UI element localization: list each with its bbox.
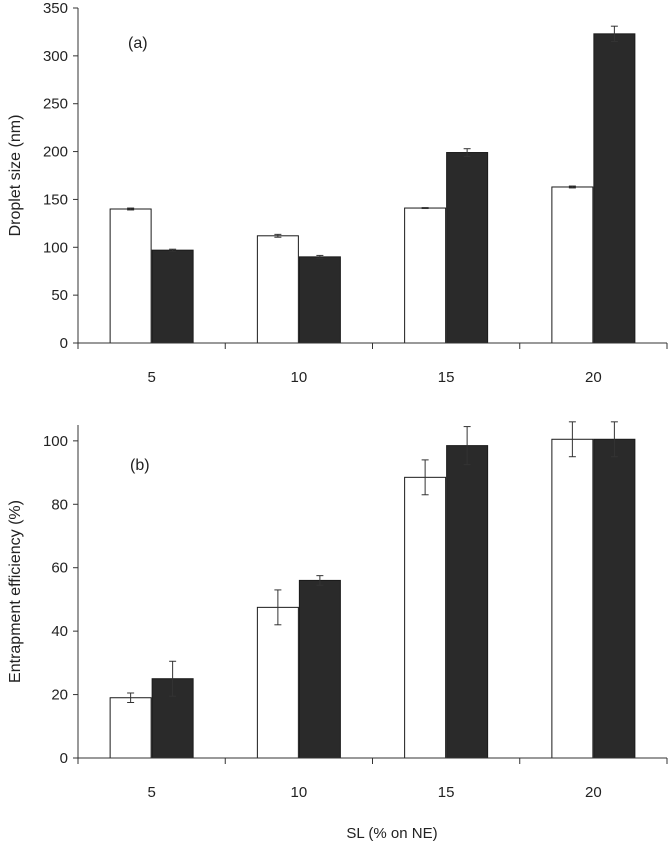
bar-series2-10	[298, 256, 341, 344]
bar-series1-5	[109, 208, 152, 344]
bar-series2-15	[446, 445, 489, 759]
error-bar-series1-15	[421, 459, 429, 496]
error-bar-series1-15	[421, 207, 429, 210]
y-tick-label: 60	[51, 560, 68, 577]
y-tick-label: 250	[43, 96, 68, 113]
x-tick-label: 15	[438, 784, 455, 801]
y-tick-label: 100	[43, 239, 68, 256]
error-bar-series1-20	[568, 185, 576, 189]
error-bar-series2-10	[316, 254, 324, 259]
y-tick-label: 200	[43, 144, 68, 161]
error-bar-series1-5	[127, 207, 135, 211]
bar-series2-10	[298, 579, 341, 759]
error-bar-series1-10	[274, 589, 282, 626]
y-tick-label: 0	[60, 335, 68, 352]
bar-series2-5	[151, 249, 194, 344]
bar-series2-15	[446, 152, 489, 344]
panel-label: (b)	[130, 457, 150, 474]
bar-series2-20	[593, 438, 636, 759]
bar-series1-10	[256, 606, 299, 759]
error-bar-series1-20	[568, 421, 576, 458]
y-tick-label: 300	[43, 48, 68, 65]
bar-series1-20	[551, 186, 594, 344]
y-axis-title: Entrapment efficiency (%)	[7, 500, 24, 683]
error-bar-series2-20	[610, 25, 618, 42]
error-bar-series2-5	[169, 660, 177, 697]
panel-a: 0 50 100 150 200 250 300 350 5 10 15 20 Droplet size…	[7, 0, 668, 386]
y-tick-label: 350	[43, 0, 68, 17]
y-tick-label: 100	[43, 433, 68, 450]
panel-b: 0 20 40 60 80 100 5 10 15 20 Entrapment efficiency…	[7, 421, 668, 801]
error-bar-series2-15	[463, 426, 471, 466]
y-tick-label: 0	[60, 750, 68, 767]
bar-series1-15	[404, 207, 447, 344]
error-bar-series2-15	[463, 148, 471, 157]
y-tick-label: 20	[51, 687, 68, 704]
bar-series1-20	[551, 438, 594, 759]
x-tick-label: 5	[147, 784, 155, 801]
y-tick-label: 50	[51, 287, 68, 304]
error-bar-series2-20	[610, 421, 618, 458]
error-bar-series2-5	[169, 248, 177, 252]
x-tick-label: 5	[147, 369, 155, 386]
y-axis-title: Droplet size (nm)	[7, 115, 24, 237]
error-bar-series1-5	[127, 692, 135, 703]
x-tick-label: 20	[585, 369, 602, 386]
x-tick-label: 10	[291, 784, 308, 801]
x-tick-label: 15	[438, 369, 455, 386]
bar-series1-15	[404, 476, 447, 759]
bar-series2-20	[593, 33, 636, 344]
bar-series1-5	[109, 697, 152, 759]
x-tick-label: 20	[585, 784, 602, 801]
y-tick-label: 80	[51, 496, 68, 513]
panel-label: (a)	[128, 35, 148, 52]
bar-series1-10	[256, 235, 299, 344]
x-tick-label: 10	[291, 369, 308, 386]
error-bar-series2-10	[316, 575, 324, 586]
shared-x-axis-label: SL (% on NE)	[346, 825, 437, 842]
y-tick-label: 40	[51, 623, 68, 640]
y-tick-label: 150	[43, 191, 68, 208]
error-bar-series1-10	[274, 233, 282, 238]
